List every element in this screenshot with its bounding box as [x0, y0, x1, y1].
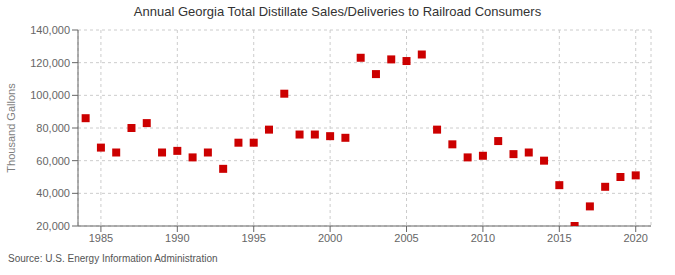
svg-text:1985: 1985 — [89, 232, 113, 244]
svg-text:2020: 2020 — [623, 232, 647, 244]
svg-text:120,000: 120,000 — [30, 57, 70, 69]
svg-text:40,000: 40,000 — [36, 187, 70, 199]
svg-text:140,000: 140,000 — [30, 24, 70, 36]
svg-text:2015: 2015 — [547, 232, 571, 244]
html-text:Source: U.S. Energy Informatio: Source: U.S. Energy Information Administ… — [8, 253, 218, 264]
svg-text:1995: 1995 — [241, 232, 265, 244]
svg-text:2010: 2010 — [471, 232, 495, 244]
svg-text:2005: 2005 — [394, 232, 418, 244]
svg-text:Thousand Gallons: Thousand Gallons — [8, 83, 17, 173]
svg-text:20,000: 20,000 — [36, 220, 70, 232]
html-text:Annual Georgia Total Distillat: Annual Georgia Total Distillate Sales/De… — [133, 4, 542, 19]
svg-text:80,000: 80,000 — [36, 122, 70, 134]
svg-text:1990: 1990 — [165, 232, 189, 244]
svg-text:2000: 2000 — [318, 232, 342, 244]
svg-text:100,000: 100,000 — [30, 89, 70, 101]
svg-text:60,000: 60,000 — [36, 155, 70, 167]
